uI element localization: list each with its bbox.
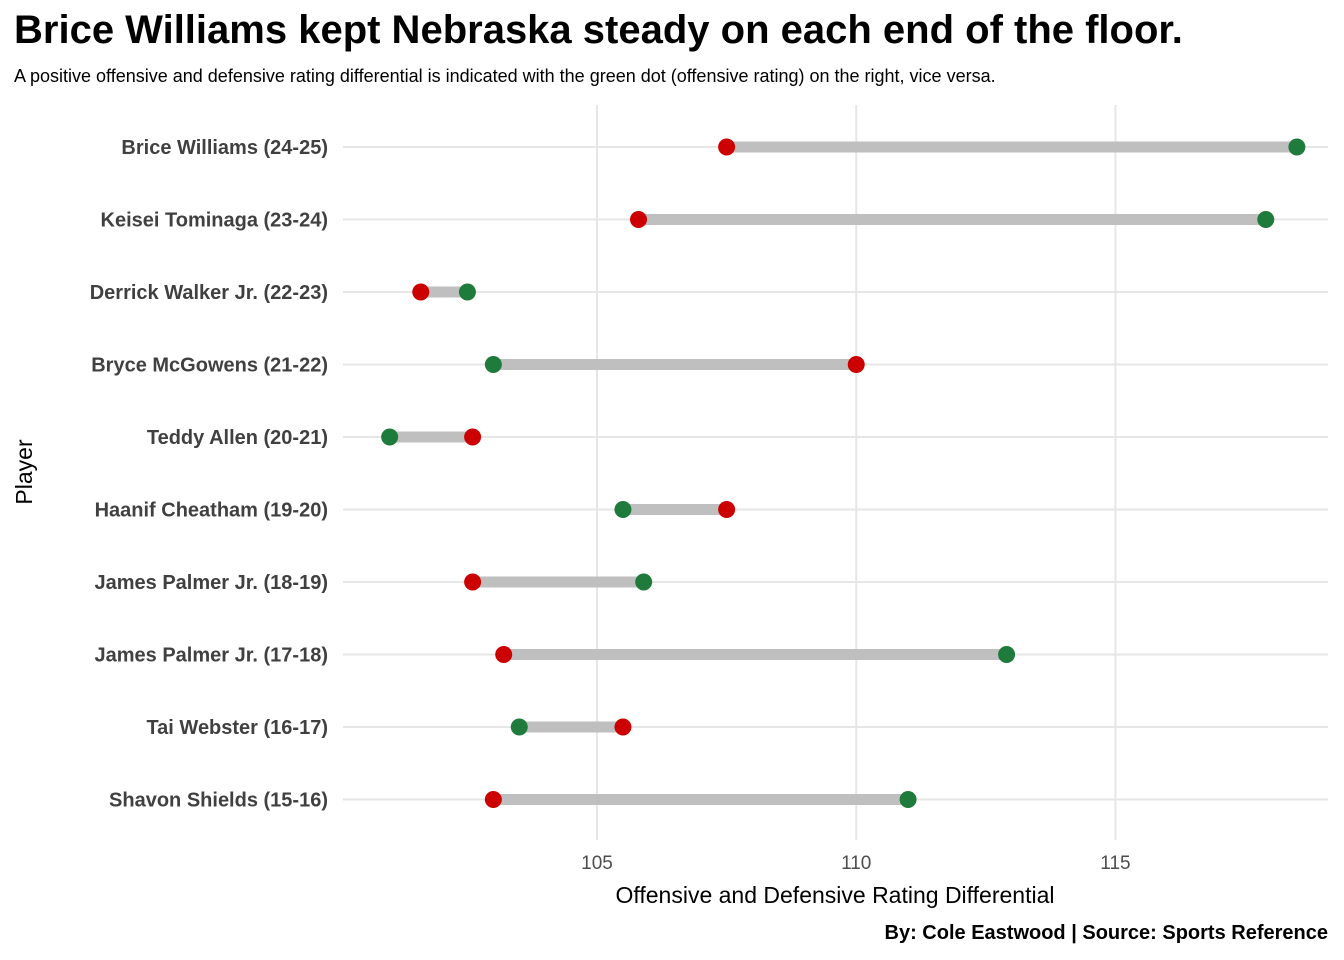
y-tick-label-9: Shavon Shields (15-16) [109, 790, 328, 812]
y-axis-label: Player [11, 439, 37, 505]
x-tick-label-2: 115 [1100, 853, 1130, 874]
y-tick-label-3: Bryce McGowens (21-22) [91, 355, 328, 377]
offensive-dot-8 [510, 718, 528, 736]
offensive-dot-5 [614, 501, 632, 518]
offensive-dot-6 [635, 573, 653, 591]
defensive-dot-1 [630, 211, 647, 228]
defensive-dot-6 [464, 573, 482, 591]
defensive-dot-7 [495, 646, 513, 663]
offensive-dot-7 [998, 646, 1016, 663]
defensive-dot-5 [718, 501, 736, 518]
x-tick-labels: 105 110 115 [581, 853, 1130, 874]
defensive-dot-4 [464, 428, 482, 446]
chart-title: Brice Williams kept Nebraska steady on e… [14, 8, 1183, 52]
y-tick-label-2: Derrick Walker Jr. (22-23) [90, 282, 328, 304]
defensive-dot-2 [412, 283, 430, 301]
y-tick-label-5: Haanif Cheatham (19-20) [95, 500, 328, 522]
dumbbell-segments [389, 141, 1297, 805]
y-tick-labels: Brice Williams (24-25) Keisei Tominaga (2… [90, 137, 328, 812]
defensive-dot-3 [847, 356, 865, 373]
dumbbell-dots [381, 138, 1306, 808]
offensive-dot-1 [1257, 211, 1275, 228]
horizontal-gridlines [343, 146, 1328, 801]
offensive-dot-4 [381, 428, 399, 446]
offensive-dot-2 [458, 283, 476, 301]
y-tick-label-0: Brice Williams (24-25) [121, 137, 328, 159]
chart-caption: By: Cole Eastwood | Source: Sports Refer… [884, 922, 1328, 944]
y-tick-label-1: Keisei Tominaga (23-24) [101, 210, 328, 232]
defensive-dot-9 [484, 791, 502, 808]
chart-subtitle: A positive offensive and defensive ratin… [14, 66, 996, 86]
offensive-dot-0 [1288, 138, 1306, 156]
defensive-dot-8 [614, 718, 632, 736]
defensive-dot-0 [718, 138, 736, 156]
x-tick-label-1: 110 [841, 853, 871, 874]
x-axis-label: Offensive and Defensive Rating Different… [616, 882, 1055, 908]
y-tick-label-8: Tai Webster (16-17) [146, 717, 328, 739]
vertical-gridlines [596, 105, 1117, 840]
x-tick-label-0: 105 [581, 853, 613, 874]
offensive-dot-3 [484, 356, 502, 373]
y-tick-label-7: James Palmer Jr. (17-18) [95, 645, 329, 667]
y-tick-label-6: James Palmer Jr. (18-19) [95, 572, 329, 594]
y-tick-label-4: Teddy Allen (20-21) [147, 427, 328, 449]
offensive-dot-9 [899, 791, 917, 808]
